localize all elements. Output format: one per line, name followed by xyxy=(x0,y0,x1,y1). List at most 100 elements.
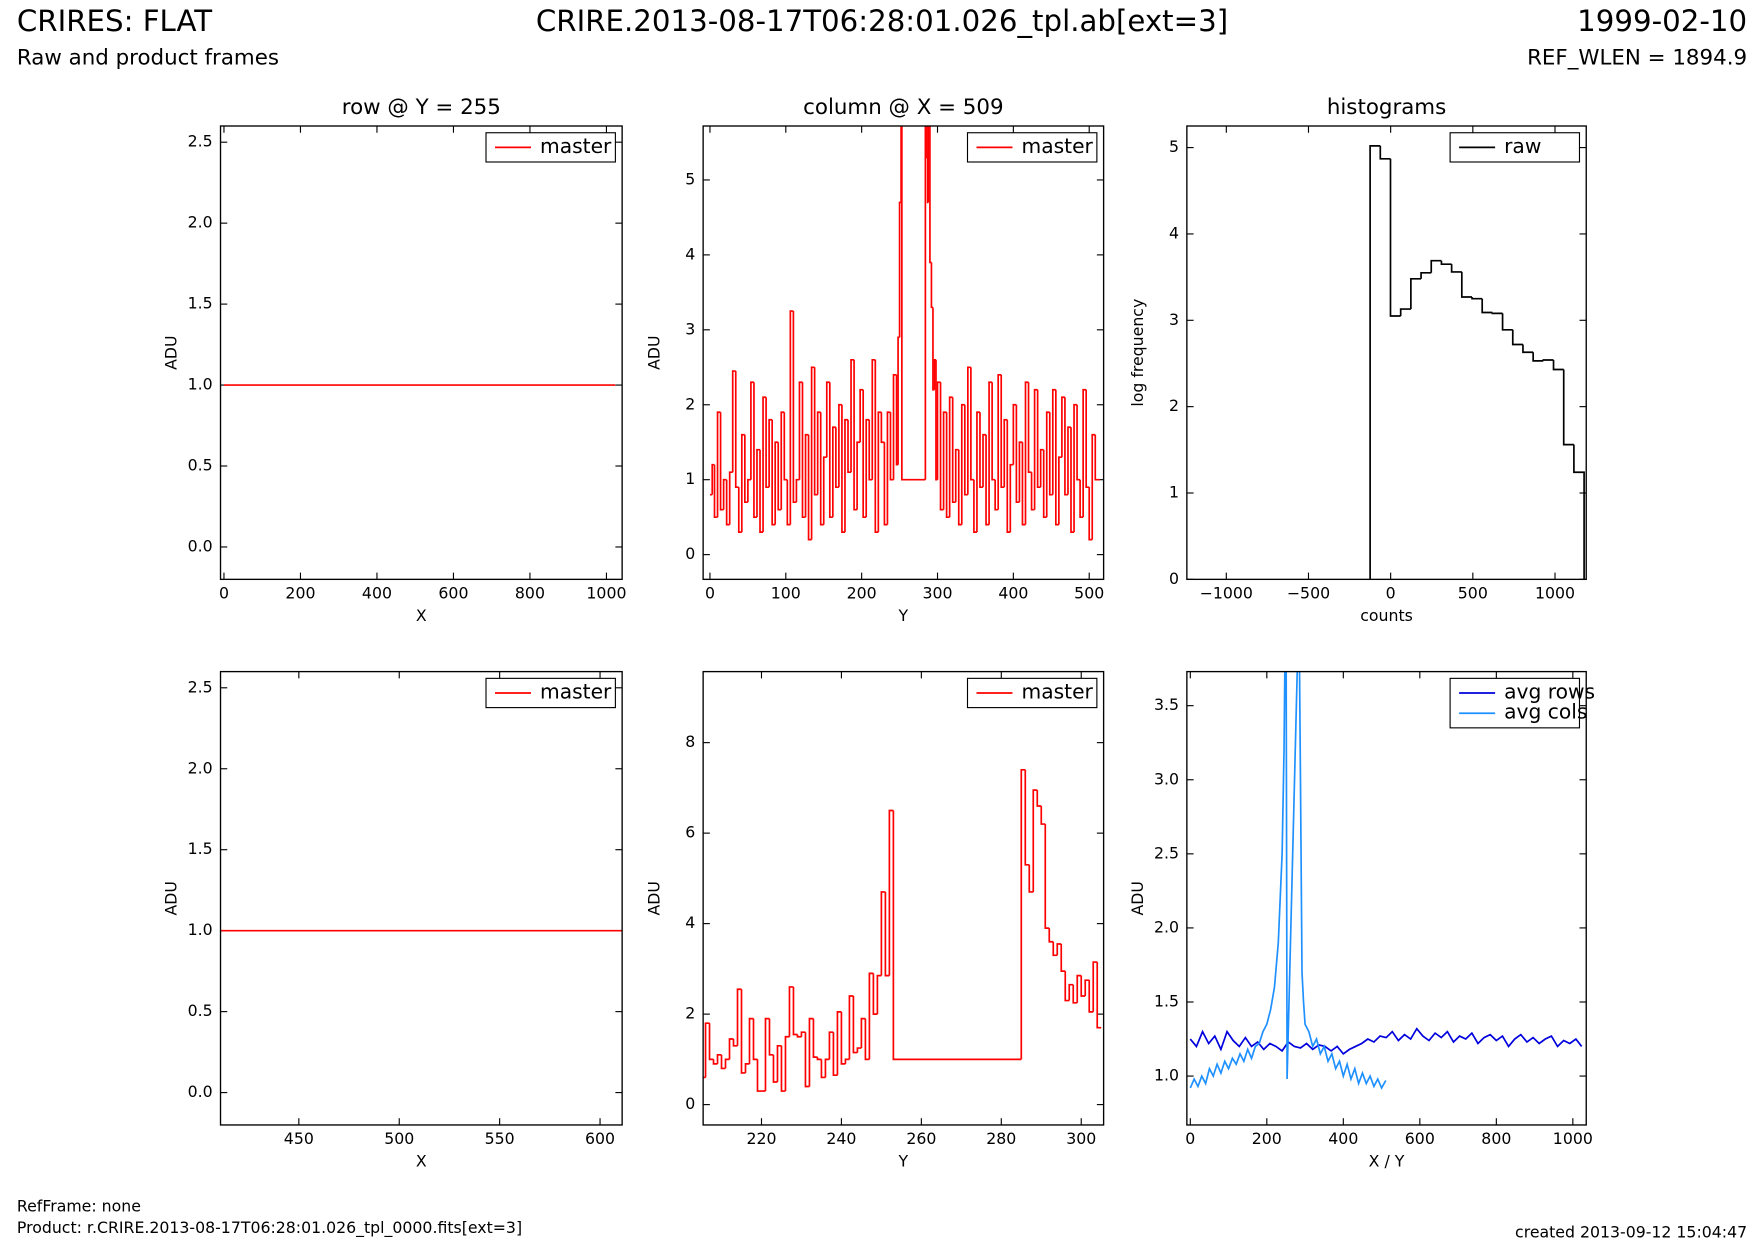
step-segment xyxy=(888,809,894,976)
x-axis-label: Y xyxy=(898,1152,909,1171)
step-segment xyxy=(1036,389,1041,489)
step-segment xyxy=(1096,962,1102,1029)
step-segment xyxy=(948,396,953,518)
step-segment xyxy=(1082,388,1087,518)
step-segment xyxy=(884,891,890,977)
x-tick-label: 260 xyxy=(906,1129,936,1148)
x-axis-label: X xyxy=(416,606,427,625)
step-segment xyxy=(762,396,767,533)
plot-area xyxy=(1189,671,1583,1090)
legend-label: master xyxy=(1021,134,1093,158)
y-tick-label: 0.0 xyxy=(188,1082,213,1101)
x-tick-label: 400 xyxy=(998,583,1028,602)
step-segment xyxy=(871,358,876,480)
step-segment xyxy=(822,456,827,525)
step-segment xyxy=(963,404,968,496)
histogram-bin xyxy=(1501,313,1513,331)
step-segment xyxy=(711,463,715,495)
step-segment xyxy=(988,381,993,525)
step-segment xyxy=(825,381,830,458)
step-segment xyxy=(784,1035,790,1092)
step-segment xyxy=(836,1011,842,1076)
y-axis-label: ADU xyxy=(162,881,181,915)
histogram-bin xyxy=(1542,359,1554,361)
step-segment xyxy=(720,1054,726,1070)
step-segment xyxy=(880,412,885,444)
x-tick-label: 0 xyxy=(705,583,715,602)
y-tick-label: 3.5 xyxy=(1154,695,1179,714)
step-segment xyxy=(816,1057,822,1061)
step-segment xyxy=(898,201,902,338)
step-segment xyxy=(816,411,821,495)
step-segment xyxy=(994,479,999,511)
step-segment xyxy=(819,412,824,526)
ref-wlen: REF_WLEN = 1894.9 xyxy=(1527,45,1747,70)
panel: column @ X = 509 Y ADU 0 100 200 300 400 500 0 1 2 3… xyxy=(644,95,1105,625)
y-tick-label: 3 xyxy=(685,319,695,338)
step-segment xyxy=(712,1059,718,1065)
histogram-bin xyxy=(1430,259,1442,273)
y-tick-label: 3.0 xyxy=(1154,769,1179,788)
step-segment xyxy=(856,441,861,510)
axes-frame xyxy=(219,670,623,1126)
histogram-bin xyxy=(1450,264,1462,273)
step-segment xyxy=(868,419,873,481)
histogram-bin xyxy=(1410,278,1422,310)
step-segment xyxy=(850,358,855,473)
y-tick-label: 4 xyxy=(1169,223,1179,242)
x-tick-label: 100 xyxy=(771,583,801,602)
panel: X ADU 450 500 550 600 0.0 0.5 1.0 1.5 2.0 2.5 master xyxy=(162,670,623,1171)
x-tick-label: −1000 xyxy=(1200,583,1253,602)
y-tick-label: 0 xyxy=(685,1094,695,1113)
step-segment xyxy=(832,1032,838,1077)
histogram-bin xyxy=(1460,271,1473,298)
step-segment xyxy=(810,366,815,540)
data-line xyxy=(1189,1027,1583,1055)
step-segment xyxy=(798,381,803,480)
y-tick-label: 3 xyxy=(1169,310,1179,329)
y-tick-label: 2.5 xyxy=(188,132,213,151)
step-segment xyxy=(872,973,878,1015)
step-segment xyxy=(1027,382,1032,474)
y-tick-label: 1.5 xyxy=(188,294,213,313)
x-axis-label: Y xyxy=(898,606,909,625)
step-segment xyxy=(856,1047,862,1053)
axes-frame xyxy=(1186,125,1587,581)
step-segment xyxy=(756,448,761,518)
step-segment xyxy=(841,404,845,533)
plot-area xyxy=(709,125,1100,541)
x-tick-label: 0 xyxy=(1185,1129,1195,1148)
subtitle: Raw and product frames xyxy=(17,45,279,70)
step-segment xyxy=(1040,805,1046,825)
x-axis-label: X xyxy=(416,1152,427,1171)
step-segment xyxy=(1048,412,1053,496)
step-segment xyxy=(753,382,757,519)
histogram-bin xyxy=(1389,158,1401,317)
step-segment xyxy=(1080,975,1086,997)
step-segment xyxy=(704,1022,710,1078)
step-segment xyxy=(897,336,900,465)
step-segment xyxy=(853,359,858,511)
y-tick-label: 2.5 xyxy=(1154,843,1179,862)
plot-area xyxy=(1369,145,1585,580)
step-segment xyxy=(750,381,754,480)
product: Product: r.CRIRE.2013-08-17T06:28:01.026… xyxy=(17,1218,522,1238)
step-segment xyxy=(1051,388,1056,495)
x-tick-label: 300 xyxy=(1066,1129,1096,1148)
y-tick-label: 1.0 xyxy=(188,375,213,394)
y-tick-label: 1.5 xyxy=(188,839,213,858)
y-tick-label: 2 xyxy=(685,1004,695,1023)
step-segment xyxy=(824,1058,830,1078)
step-segment xyxy=(848,995,854,1060)
step-segment xyxy=(780,411,785,510)
y-axis-label: ADU xyxy=(644,881,663,915)
step-segment xyxy=(792,311,797,504)
axes-frame xyxy=(702,670,1105,1126)
step-segment xyxy=(1088,487,1093,541)
step-segment xyxy=(1064,397,1068,496)
step-segment xyxy=(744,1063,750,1073)
y-axis-label: ADU xyxy=(644,335,663,369)
y-tick-label: 6 xyxy=(685,823,695,842)
x-tick-label: −500 xyxy=(1287,583,1330,602)
